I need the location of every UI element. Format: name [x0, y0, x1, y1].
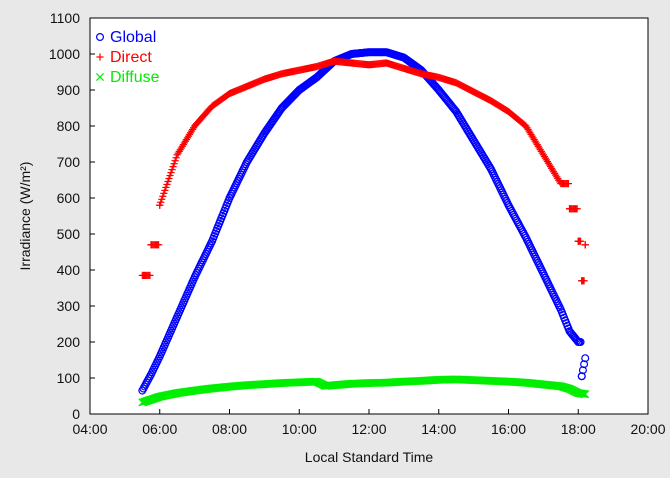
y-tick-label: 400 [57, 262, 81, 278]
y-tick-label: 300 [57, 298, 81, 314]
y-tick-label: 0 [72, 406, 80, 422]
diffuse-point [581, 390, 590, 399]
direct-point [155, 241, 163, 249]
x-tick-label: 16:00 [491, 421, 526, 437]
series-direct [138, 57, 589, 285]
axis-ticks: 04:00 06:00 08:00 10:00 12:00 14:00 16:00 18:00… [49, 10, 666, 437]
legend-marker-direct [96, 53, 104, 61]
global-point [576, 338, 585, 347]
y-tick-label: 200 [57, 334, 81, 350]
legend-marker-global [95, 32, 104, 41]
x-tick-label: 12:00 [351, 421, 386, 437]
x-tick-label: 14:00 [421, 421, 456, 437]
x-tick-label: 04:00 [72, 421, 107, 437]
legend-marker-diffuse [95, 72, 105, 82]
chart-legend: Global Direct Diffuse [95, 29, 160, 86]
legend-label-global: Global [110, 29, 156, 46]
x-tick-label: 06:00 [142, 421, 177, 437]
legend-label-direct: Direct [110, 49, 152, 66]
y-tick-label: 500 [57, 226, 81, 242]
legend-item-diffuse: Diffuse [95, 69, 160, 86]
x-tick-label: 20:00 [630, 421, 665, 437]
direct-point [564, 180, 573, 188]
direct-point [581, 241, 589, 249]
y-tick-label: 900 [57, 82, 81, 98]
x-tick-label: 10:00 [282, 421, 317, 437]
y-axis-title: Irradiance (W/m²) [17, 162, 33, 271]
direct-point [146, 271, 154, 279]
y-tick-label: 100 [57, 370, 81, 386]
direct-point [580, 277, 588, 285]
direct-point [576, 237, 585, 245]
legend-item-direct: Direct [96, 49, 152, 66]
data-marks [138, 48, 590, 407]
y-tick-label: 800 [57, 118, 81, 134]
global-point [578, 366, 587, 375]
legend-label-diffuse: Diffuse [110, 69, 160, 86]
direct-point [573, 205, 581, 213]
y-tick-label: 700 [57, 154, 81, 170]
global-point [580, 360, 589, 369]
plot-area [89, 17, 649, 415]
legend-item-global: Global [95, 29, 156, 46]
y-tick-label: 1100 [50, 10, 80, 26]
series-diffuse [138, 375, 590, 407]
y-tick-label: 1000 [49, 46, 80, 62]
y-tick-label: 600 [57, 190, 81, 206]
global-point [577, 372, 586, 381]
x-axis-title: Local Standard Time [305, 449, 434, 465]
series-global [138, 48, 590, 395]
x-tick-label: 18:00 [561, 421, 596, 437]
x-tick-label: 08:00 [212, 421, 247, 437]
global-point [581, 354, 590, 363]
